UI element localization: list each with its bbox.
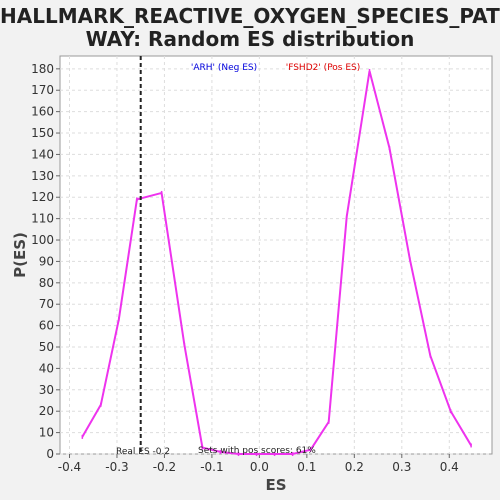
y-tick-label: 40 [39, 361, 54, 375]
y-tick-label: 160 [31, 105, 54, 119]
x-tick-label: 0.2 [345, 460, 364, 474]
y-tick-label: 0 [46, 447, 54, 461]
y-tick-label: 180 [31, 62, 54, 76]
y-tick-label: 50 [39, 340, 54, 354]
real-es-annotation: Real ES -0.2 [116, 447, 170, 457]
plot-area [59, 55, 493, 455]
y-tick-label: 70 [39, 297, 54, 311]
pos-scores-annotation: Sets with pos scores: 61% [198, 446, 316, 456]
x-tick-label: 0.0 [250, 460, 269, 474]
x-tick-label: 0.3 [392, 460, 411, 474]
y-tick-label: 20 [39, 404, 54, 418]
y-tick-label: 90 [39, 254, 54, 268]
x-axis-label: ES [265, 476, 286, 494]
y-axis-ticks: 0 10 20 30 40 50 60 70 80 90 100 110 120 130 140 150 160… [31, 62, 60, 461]
x-axis-ticks: -0.4 -0.3 -0.2 -0.1 0.0 0.1 0.2 0.3 0.4 [58, 454, 459, 474]
x-tick-label: 0.4 [440, 460, 459, 474]
x-tick-label: -0.2 [153, 460, 176, 474]
y-tick-label: 120 [31, 190, 54, 204]
chart-title-line-2: WAY: Random ES distribution [85, 27, 415, 51]
y-tick-label: 150 [31, 126, 54, 140]
legend-neg-label: 'ARH' (Neg ES) [191, 63, 257, 73]
x-tick-label: -0.4 [58, 460, 81, 474]
y-tick-label: 110 [31, 212, 54, 226]
y-tick-label: 170 [31, 83, 54, 97]
y-axis-label: P(ES) [11, 232, 29, 278]
x-tick-label: 0.1 [297, 460, 316, 474]
y-tick-label: 60 [39, 319, 54, 333]
x-tick-label: -0.3 [105, 460, 128, 474]
y-tick-label: 80 [39, 276, 54, 290]
x-tick-label: -0.1 [200, 460, 223, 474]
y-tick-label: 140 [31, 147, 54, 161]
chart-title-line-1: HALLMARK_REACTIVE_OXYGEN_SPECIES_PATH [0, 4, 500, 28]
legend-pos-label: 'FSHD2' (Pos ES) [286, 63, 361, 73]
y-tick-label: 10 [39, 426, 54, 440]
series-layer [81, 68, 472, 456]
y-tick-label: 100 [31, 233, 54, 247]
y-tick-label: 30 [39, 383, 54, 397]
y-tick-label: 130 [31, 169, 54, 183]
